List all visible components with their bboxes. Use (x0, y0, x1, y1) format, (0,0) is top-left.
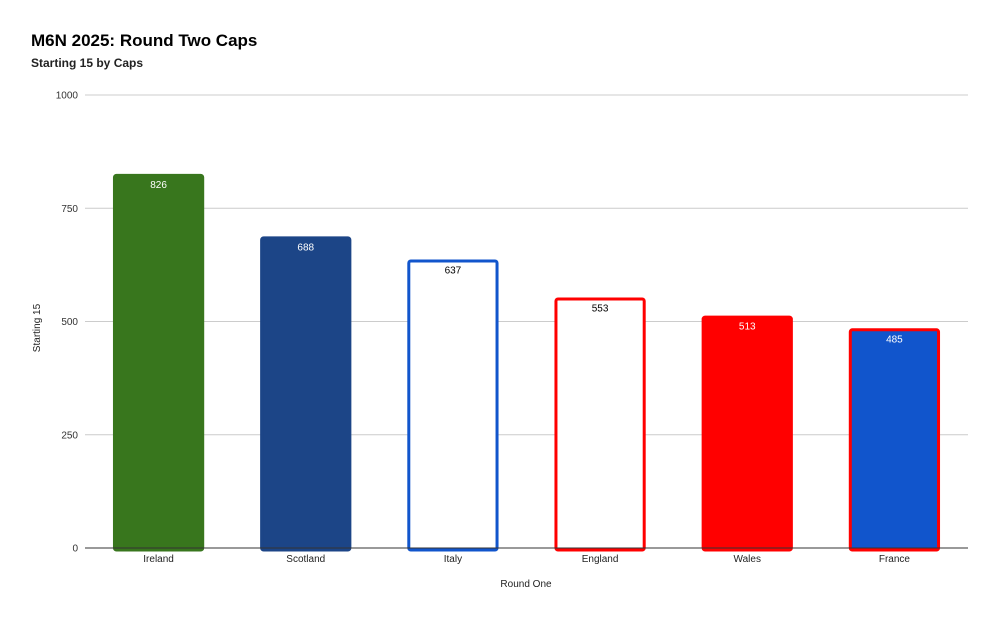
axis-ticks: 0 250 500 750 1000 Ireland Scotland Italy Englan… (56, 91, 911, 566)
bar-england (554, 297, 646, 552)
x-tick-label: Italy (444, 554, 462, 565)
y-tick-label: 0 (72, 544, 78, 555)
bar-italy (407, 259, 499, 552)
data-label-italy: 637 (445, 265, 462, 276)
x-axis-label: Round One (500, 579, 552, 590)
chart-title: M6N 2025: Round Two Caps (31, 31, 258, 50)
x-tick-label: Scotland (286, 554, 325, 565)
bar-wales (701, 315, 793, 552)
x-tick-label: Ireland (143, 554, 174, 565)
gridlines (85, 94, 968, 436)
chart-subtitle: Starting 15 by Caps (31, 56, 144, 70)
y-axis-label: Starting 15 (32, 303, 43, 352)
data-label-ireland: 826 (150, 180, 167, 191)
bar-scotland (260, 236, 352, 552)
y-tick-label: 750 (61, 204, 78, 215)
y-tick-label: 500 (61, 317, 78, 328)
data-label-france: 485 (886, 334, 903, 345)
y-tick-label: 1000 (56, 91, 79, 102)
bar-france (848, 328, 941, 552)
data-label-scotland: 688 (297, 242, 314, 253)
y-tick-label: 250 (61, 430, 78, 441)
bar-ireland (112, 173, 205, 552)
x-tick-label: England (582, 554, 619, 565)
bars: 826 688 637 553 513 485 (112, 173, 941, 552)
data-label-wales: 513 (739, 322, 756, 333)
data-label-england: 553 (592, 303, 609, 314)
x-tick-label: Wales (734, 554, 761, 565)
x-tick-label: France (879, 554, 911, 565)
